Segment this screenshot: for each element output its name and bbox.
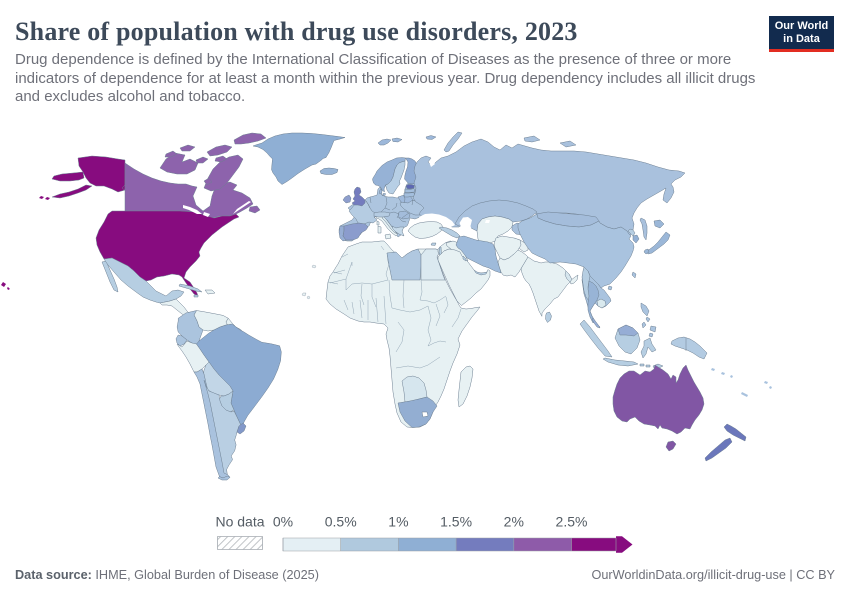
svg-text:1%: 1% bbox=[388, 514, 408, 530]
svg-text:No data: No data bbox=[215, 514, 264, 530]
svg-text:2%: 2% bbox=[504, 514, 524, 530]
svg-text:0.5%: 0.5% bbox=[325, 514, 357, 530]
svg-text:0%: 0% bbox=[273, 514, 293, 530]
svg-text:2.5%: 2.5% bbox=[556, 514, 588, 530]
svg-text:1.5%: 1.5% bbox=[440, 514, 472, 530]
